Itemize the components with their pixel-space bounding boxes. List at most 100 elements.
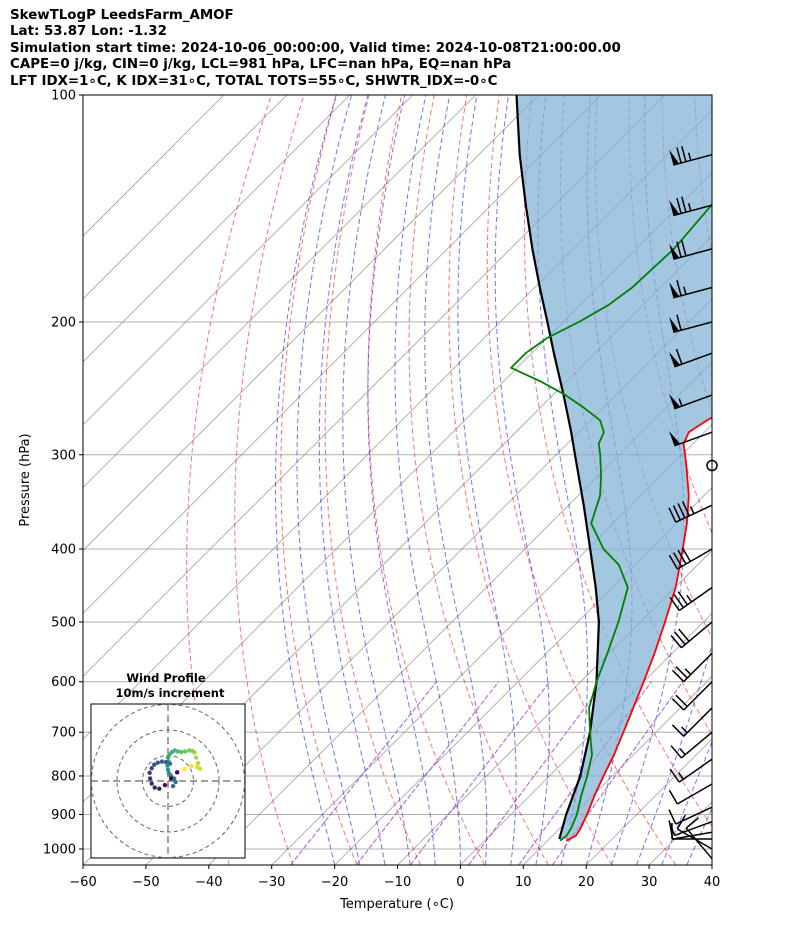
barb-half [678, 772, 684, 780]
wind-barb [671, 707, 713, 737]
y-axis-ticks: 100 200 300 400 500 600 700 800 900 1000 [43, 89, 83, 858]
barb-full [668, 789, 679, 805]
barb-full [669, 768, 680, 783]
barb-shaft [672, 831, 713, 840]
barb-full [669, 596, 680, 611]
x-tick-label: 40 [704, 875, 721, 890]
wind-barb [668, 430, 713, 447]
moist-adiabat [394, 95, 461, 865]
barb-half [687, 152, 692, 161]
x-tick-label: −50 [132, 875, 159, 890]
wind-barb [669, 146, 713, 166]
barb-full [677, 591, 689, 606]
wind-barb [668, 806, 713, 825]
hodograph-point [195, 760, 201, 766]
barb-full [676, 314, 682, 331]
wind-barb [669, 758, 713, 783]
cape-layer [516, 95, 712, 839]
barb-full [668, 507, 677, 523]
hodograph-point [182, 767, 187, 772]
barb-full [681, 240, 687, 257]
y-tick-label: 500 [51, 616, 76, 631]
x-tick-label: 20 [578, 875, 595, 890]
hodograph-point [175, 749, 180, 754]
y-tick-label: 800 [51, 769, 76, 784]
moist-adiabat [296, 95, 361, 865]
moist-adiabat [711, 863, 712, 865]
hodograph-point [155, 760, 160, 765]
barb-full [676, 280, 682, 296]
moist-adiabat [367, 95, 436, 865]
moist-adiabat [636, 642, 712, 865]
barb-full [675, 666, 688, 679]
isotherm [83, 95, 539, 552]
barb-full [668, 554, 679, 570]
isotherm [83, 95, 225, 237]
hodograph-point [166, 771, 172, 776]
hodograph-point [162, 782, 168, 788]
barb-shaft [674, 821, 713, 837]
mixing-ratio-line [409, 681, 550, 865]
wind-barb [669, 196, 713, 217]
inset-subtitle: 10m/s increment [116, 686, 225, 700]
barb-half [686, 594, 693, 603]
wind-barb [669, 240, 713, 260]
hodograph-point [147, 776, 153, 781]
barb-full [671, 724, 685, 737]
barb-shaft [683, 681, 713, 711]
hodograph-point [149, 781, 154, 786]
hodograph-point [189, 764, 194, 769]
dry-adiabat [367, 95, 485, 865]
wind-barb [670, 621, 713, 649]
isotherm [523, 675, 712, 865]
inset-points [147, 748, 203, 791]
barb-half [678, 398, 683, 407]
barb-flag [669, 316, 680, 333]
x-tick-label: −40 [195, 875, 222, 890]
barb-full [677, 549, 687, 565]
hodograph-point [149, 766, 154, 771]
dry-adiabat [448, 95, 613, 865]
barb-flag [669, 282, 680, 298]
mixing-ratio-line [290, 681, 437, 865]
hodograph-point [147, 770, 152, 776]
barb-flag [668, 351, 681, 367]
wind-barb [668, 820, 713, 837]
wind-barb [668, 547, 713, 570]
barb-full [672, 505, 681, 521]
barb-flag [669, 149, 680, 166]
hodograph-point [167, 761, 173, 766]
figure-title-block: SkewTLogP LeedsFarm_AMOF Lat: 53.87 Lon:… [10, 8, 621, 90]
dry-adiabat [760, 95, 794, 865]
inset-rings [91, 704, 245, 858]
wind-barbs [668, 146, 718, 860]
title-line-5: LFT IDX=1∘C, K IDX=31∘C, TOTAL TOTS=55∘C… [10, 73, 498, 89]
hodograph-point [157, 786, 162, 791]
barb-shaft [678, 758, 713, 783]
barb-shaft [673, 204, 713, 217]
barb-full [681, 547, 691, 562]
wind-barb [671, 681, 713, 711]
barb-flag [668, 430, 681, 446]
hodograph-point [179, 749, 184, 755]
barb-shaft [680, 621, 713, 649]
barb-shaft [683, 652, 713, 683]
wind-barb [670, 731, 713, 759]
moist-adiabat [686, 807, 712, 865]
y-axis-label: Pressure (hPa) [18, 433, 33, 526]
isotherm [83, 95, 351, 363]
hodograph-point [163, 759, 169, 765]
hodograph-point [193, 755, 199, 760]
barb-shaft [683, 707, 713, 737]
barb-flag [669, 243, 680, 260]
mixing-ratio-line [355, 681, 499, 865]
title-line-2: Lat: 53.87 Lon: -1.32 [10, 24, 167, 40]
isotherm [397, 549, 712, 865]
barb-shaft [685, 827, 713, 860]
y-tick-label: 400 [51, 542, 76, 557]
x-tick-label: 30 [641, 875, 658, 890]
barb-full [674, 631, 686, 646]
isotherm [83, 95, 413, 426]
x-tick-label: −60 [69, 875, 96, 890]
moist-adiabat [610, 95, 685, 865]
